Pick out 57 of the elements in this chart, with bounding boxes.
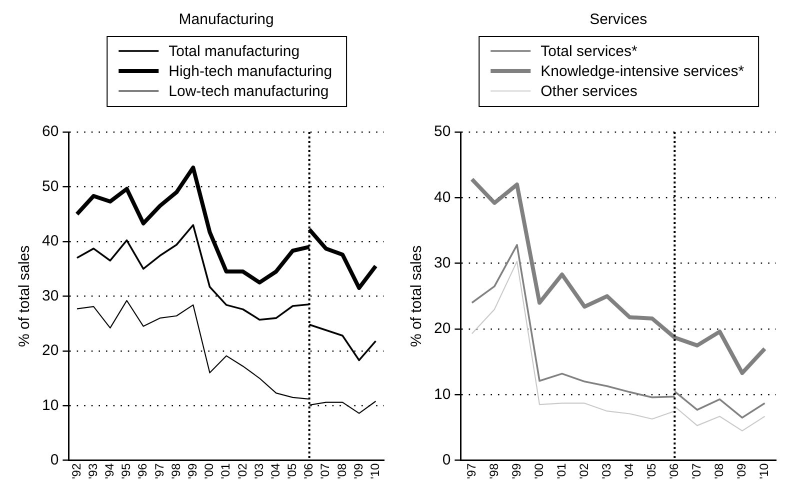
x-tick-label: '00: [202, 463, 216, 479]
legend-label: Total services*: [540, 43, 638, 60]
y-tick-label: 50: [434, 123, 451, 140]
x-tick-label: '98: [486, 463, 501, 479]
line-series: [470, 177, 767, 376]
y-tick-label: 40: [42, 232, 59, 250]
y-tick-label: 30: [42, 287, 59, 304]
x-tick-label: '09: [734, 463, 749, 479]
x-tick-label: '00: [532, 463, 546, 479]
x-tick-label: '97: [464, 463, 478, 479]
legend-label: Total manufacturing: [168, 43, 300, 60]
legend-label: Knowledge-intensive services*: [540, 63, 744, 80]
x-tick-label: '08: [334, 463, 349, 479]
y-axis-title: % of total sales: [408, 245, 426, 348]
x-tick-label: '02: [576, 463, 591, 479]
y-tick-label: 0: [50, 452, 59, 468]
x-tick-label: '10: [757, 463, 772, 479]
x-tick-label: '03: [599, 463, 614, 479]
x-tick-label: '04: [268, 463, 282, 479]
chart-title: Services: [590, 11, 648, 28]
y-tick-label: 20: [42, 342, 59, 360]
x-tick-label: '99: [509, 463, 524, 479]
x-tick-label: '05: [644, 463, 658, 479]
y-tick-label: 10: [42, 396, 59, 414]
x-tick-label: '05: [285, 463, 300, 479]
x-tick-label: '03: [252, 463, 266, 479]
x-tick-label: '95: [119, 463, 134, 479]
y-tick-label: 30: [434, 254, 451, 272]
y-tick-label: 60: [42, 123, 59, 140]
x-tick-label: '96: [136, 463, 150, 479]
x-tick-label: '94: [102, 463, 116, 479]
y-tick-label: 0: [442, 452, 451, 468]
x-tick-label: '01: [554, 463, 568, 479]
x-tick-label: '01: [218, 463, 233, 479]
y-tick-label: 20: [434, 320, 451, 338]
x-tick-label: '06: [302, 463, 316, 479]
legend-label: Low-tech manufacturing: [168, 83, 329, 100]
y-tick-label: 50: [42, 178, 59, 195]
x-tick-label: '93: [86, 463, 100, 479]
y-tick-label: 10: [434, 386, 451, 403]
x-tick-label: '06: [666, 463, 681, 479]
x-tick-label: '99: [185, 463, 200, 479]
x-tick-label: '08: [712, 463, 726, 479]
x-tick-label: '07: [689, 463, 704, 479]
x-tick-label: '97: [152, 463, 166, 479]
x-tick-label: '04: [622, 463, 636, 479]
legend-label: High-tech manufacturing: [168, 63, 332, 80]
legend-label: Other services: [540, 83, 638, 100]
x-tick-label: '10: [368, 463, 382, 479]
y-axis-title: % of total sales: [16, 245, 34, 348]
y-tick-label: 40: [434, 188, 451, 206]
x-tick-label: '98: [168, 463, 183, 479]
x-tick-label: '92: [69, 463, 84, 479]
x-tick-label: '02: [235, 463, 250, 479]
x-tick-label: '07: [318, 463, 332, 479]
chart-title: Manufacturing: [178, 11, 274, 28]
x-tick-label: '09: [351, 463, 366, 479]
